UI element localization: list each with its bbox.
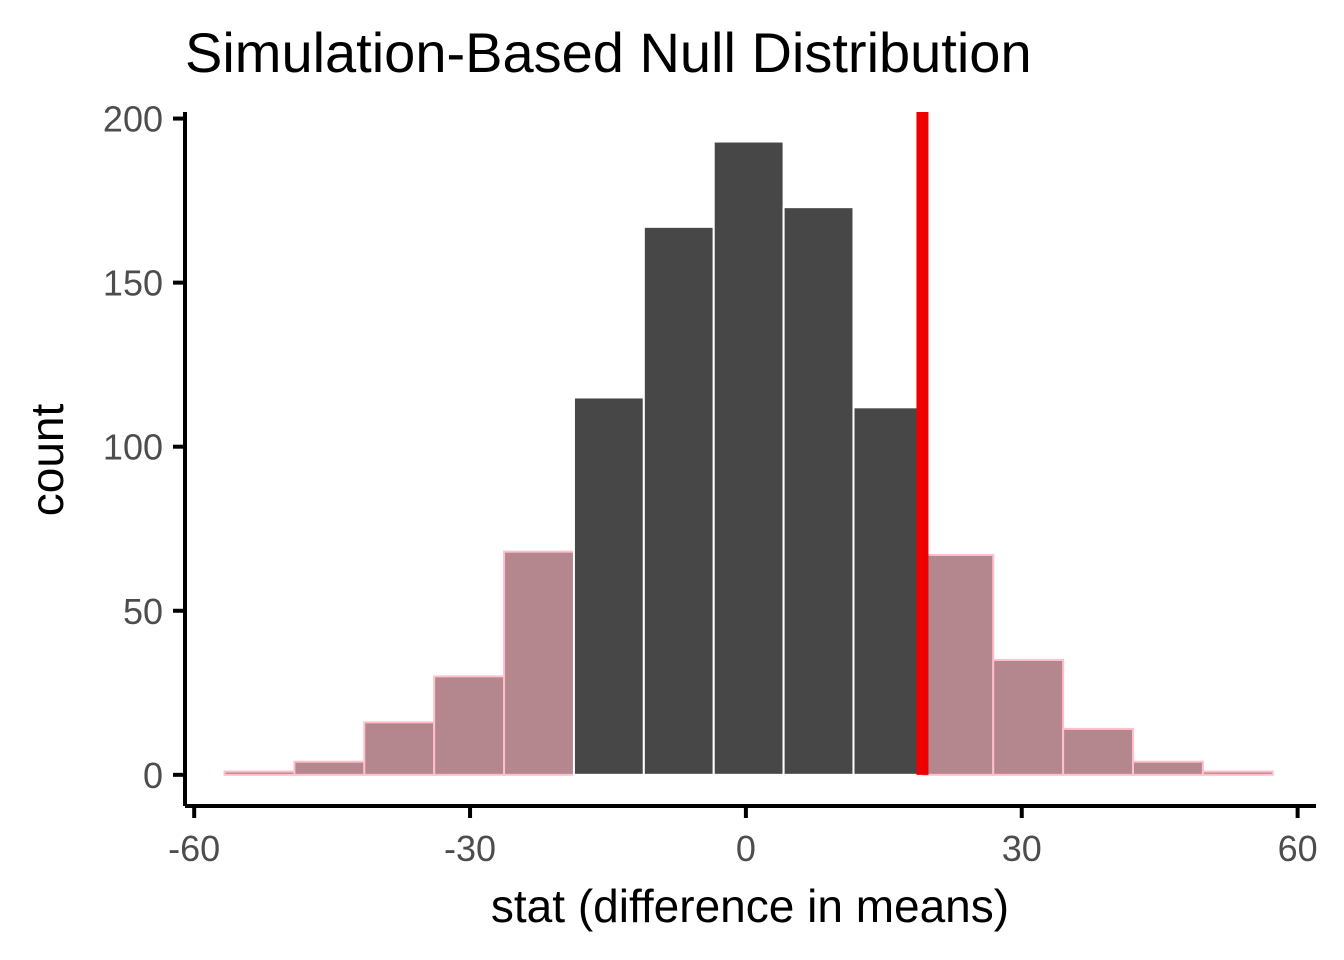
y-tick-label-2: 100 — [103, 427, 163, 468]
y-tick-label-1: 50 — [123, 591, 163, 632]
histogram-bar-7 — [712, 140, 785, 776]
histogram-bar-9 — [852, 406, 925, 776]
histogram-bar-5 — [572, 396, 645, 776]
x-tick-label-1: -30 — [444, 828, 496, 869]
histogram-bar-2 — [363, 721, 436, 776]
x-tick-label-4: 60 — [1278, 828, 1318, 869]
histogram-bar-1 — [293, 760, 366, 776]
y-tick-label-4: 200 — [103, 99, 163, 140]
histogram-bar-14 — [1201, 770, 1274, 776]
x-axis-label: stat (difference in means) — [491, 880, 1009, 932]
y-axis-label: count — [21, 404, 73, 517]
histogram-bar-6 — [642, 225, 715, 776]
y-tick-label-0: 0 — [143, 755, 163, 796]
histogram-bar-8 — [782, 206, 855, 776]
axes: 0 50 100 150 200 -60 -30 0 30 60 — [103, 99, 1318, 869]
histogram-bar-13 — [1132, 760, 1204, 776]
histogram-bar-11 — [992, 658, 1065, 776]
y-tick-label-3: 150 — [103, 263, 163, 304]
x-tick-label-2: 0 — [736, 828, 756, 869]
histogram-bar-10 — [922, 553, 995, 776]
histogram-bar-12 — [1062, 727, 1135, 776]
x-tick-label-0: -60 — [168, 828, 220, 869]
histogram-bar-4 — [503, 550, 575, 776]
chart-title: Simulation-Based Null Distribution — [185, 21, 1032, 84]
histogram-bars — [223, 140, 1274, 776]
histogram-bar-0 — [223, 770, 296, 776]
histogram-bar-3 — [433, 675, 506, 776]
x-tick-label-3: 30 — [1002, 828, 1042, 869]
